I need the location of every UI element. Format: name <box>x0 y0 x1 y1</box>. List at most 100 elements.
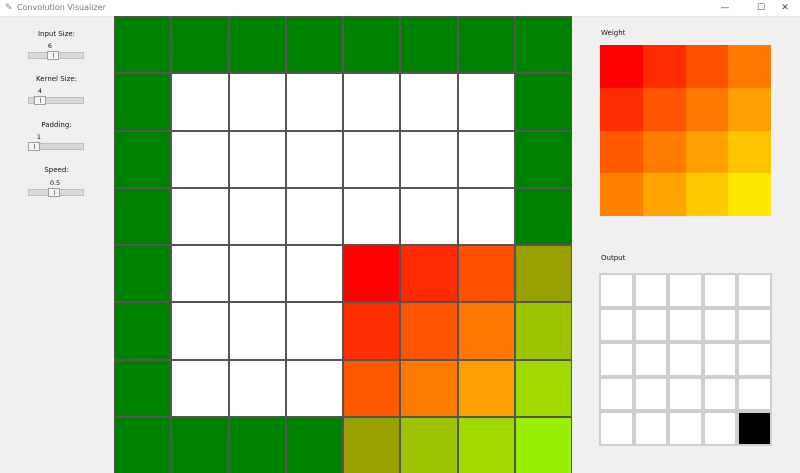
output-cell-r4-c4 <box>737 411 772 446</box>
input-cell-r1-c7 <box>514 73 572 131</box>
input-cell-r5-c3 <box>285 302 343 360</box>
output-cell-r0-c0 <box>599 273 634 308</box>
output-grid <box>599 273 772 446</box>
input-cell-r5-c6 <box>457 302 515 360</box>
output-cell-r2-c3 <box>702 342 738 377</box>
input-cell-r3-c2 <box>228 187 286 245</box>
weight-cell-r0-c1 <box>642 45 686 88</box>
input-cell-r3-c6 <box>457 187 515 245</box>
input-cell-r2-c1 <box>171 130 229 188</box>
input-size-slider[interactable] <box>28 51 84 60</box>
input-cell-r2-c7 <box>514 130 572 188</box>
input-cell-r0-c5 <box>400 16 458 74</box>
input-cell-r2-c6 <box>457 130 515 188</box>
output-cell-r4-c0 <box>599 411 634 446</box>
input-cell-r6-c0 <box>114 359 172 417</box>
input-cell-r1-c4 <box>343 73 401 131</box>
weight-cell-r1-c1 <box>642 87 686 131</box>
kernel-size-slider-thumb[interactable] <box>33 96 46 105</box>
output-cell-r4-c1 <box>633 411 669 446</box>
input-cell-r5-c5 <box>400 302 458 360</box>
input-cell-r4-c1 <box>171 245 229 303</box>
weight-cell-r2-c3 <box>728 130 771 174</box>
input-cell-r3-c0 <box>114 187 172 245</box>
input-cell-r1-c5 <box>400 73 458 131</box>
input-cell-r5-c0 <box>114 302 172 360</box>
input-cell-r2-c2 <box>228 130 286 188</box>
input-cell-r6-c1 <box>171 359 229 417</box>
output-cell-r3-c4 <box>737 376 772 412</box>
input-cell-r7-c2 <box>228 416 286 473</box>
weight-cell-r3-c2 <box>685 173 729 216</box>
weight-cell-r0-c0 <box>600 45 643 88</box>
output-cell-r0-c2 <box>668 273 703 308</box>
maximize-button[interactable]: ☐ <box>756 3 766 13</box>
input-cell-r5-c7 <box>514 302 572 360</box>
input-cell-r5-c1 <box>171 302 229 360</box>
close-button[interactable]: ✕ <box>781 3 789 13</box>
input-cell-r6-c2 <box>228 359 286 417</box>
input-cell-r5-c4 <box>343 302 401 360</box>
minimize-button[interactable]: — <box>720 3 730 13</box>
input-size-slider-thumb[interactable] <box>46 51 59 60</box>
input-cell-r7-c0 <box>114 416 172 473</box>
input-cell-r0-c4 <box>343 16 401 74</box>
output-cell-r4-c2 <box>668 411 703 446</box>
input-grid <box>114 16 572 473</box>
kernel-size-value: 4 <box>37 87 43 95</box>
weight-cell-r1-c2 <box>685 87 729 131</box>
output-cell-r2-c1 <box>633 342 669 377</box>
speed-slider-thumb[interactable] <box>48 188 61 197</box>
padding-slider[interactable] <box>28 142 84 151</box>
input-cell-r6-c5 <box>400 359 458 417</box>
weight-cell-r1-c0 <box>600 87 643 131</box>
output-cell-r0-c4 <box>737 273 772 308</box>
input-cell-r7-c5 <box>400 416 458 473</box>
weight-cell-r3-c3 <box>728 173 771 216</box>
output-cell-r4-c3 <box>702 411 738 446</box>
padding-value: 1 <box>36 133 42 141</box>
weight-cell-r2-c2 <box>685 130 729 174</box>
input-cell-r3-c4 <box>343 187 401 245</box>
input-cell-r4-c5 <box>400 245 458 303</box>
input-cell-r1-c0 <box>114 73 172 131</box>
input-cell-r2-c0 <box>114 130 172 188</box>
output-label: Output <box>601 254 626 262</box>
input-cell-r3-c1 <box>171 187 229 245</box>
input-cell-r3-c7 <box>514 187 572 245</box>
speed-label: Speed: <box>44 166 69 174</box>
output-cell-r3-c0 <box>599 376 634 412</box>
input-size-label: Input Size: <box>37 30 76 38</box>
input-cell-r1-c1 <box>171 73 229 131</box>
input-cell-r7-c3 <box>285 416 343 473</box>
padding-slider-thumb[interactable] <box>28 142 41 151</box>
weight-cell-r0-c2 <box>685 45 729 88</box>
window-title: Convolution Visualizer <box>17 3 106 12</box>
output-cell-r0-c3 <box>702 273 738 308</box>
input-cell-r0-c3 <box>285 16 343 74</box>
input-cell-r6-c3 <box>285 359 343 417</box>
input-cell-r6-c6 <box>457 359 515 417</box>
input-cell-r6-c7 <box>514 359 572 417</box>
weight-cell-r0-c3 <box>728 45 771 88</box>
title-bar: ✎ Convolution Visualizer — ☐ ✕ <box>0 0 800 17</box>
input-cell-r7-c1 <box>171 416 229 473</box>
controls-panel: Input Size: 6 Kernel Size: 4 Padding: 1 … <box>0 16 113 473</box>
output-cell-r3-c2 <box>668 376 703 412</box>
weight-grid <box>600 45 771 216</box>
kernel-size-slider[interactable] <box>28 96 84 105</box>
speed-slider[interactable] <box>28 188 84 197</box>
input-cell-r0-c6 <box>457 16 515 74</box>
input-cell-r0-c7 <box>514 16 572 74</box>
weight-cell-r1-c3 <box>728 87 771 131</box>
input-cell-r1-c6 <box>457 73 515 131</box>
input-cell-r6-c4 <box>343 359 401 417</box>
input-cell-r7-c6 <box>457 416 515 473</box>
input-cell-r4-c3 <box>285 245 343 303</box>
output-cell-r1-c4 <box>737 307 772 343</box>
input-cell-r4-c7 <box>514 245 572 303</box>
input-cell-r1-c2 <box>228 73 286 131</box>
input-cell-r0-c2 <box>228 16 286 74</box>
output-cell-r1-c0 <box>599 307 634 343</box>
input-cell-r3-c3 <box>285 187 343 245</box>
